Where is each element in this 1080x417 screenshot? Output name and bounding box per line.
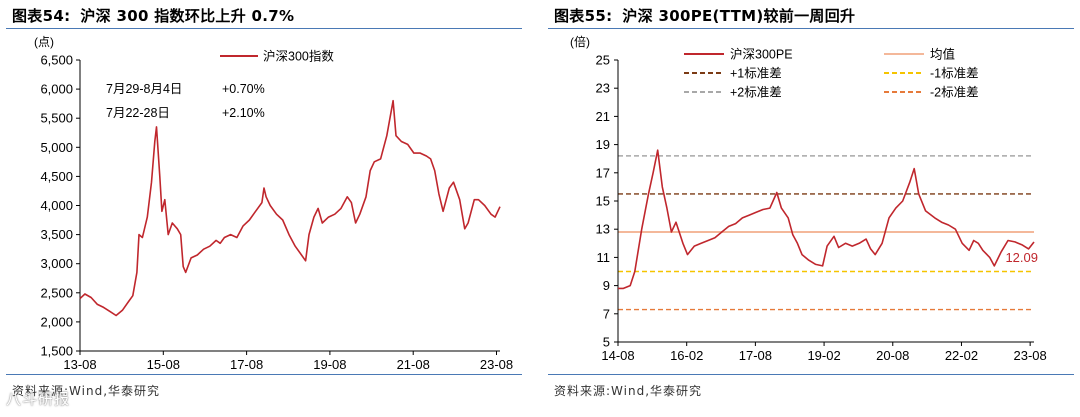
y-tick-label: 11: [597, 250, 611, 265]
y-tick-label: 5,000: [40, 140, 73, 155]
y-tick-label: 6,000: [40, 82, 73, 97]
legend-label: +2标准差: [730, 86, 782, 100]
x-tick-label: 23-08: [1014, 348, 1047, 363]
x-tick-label: 23-08: [480, 357, 513, 372]
y-tick-label: 15: [596, 194, 610, 209]
chart-title-right: 图表55: 沪深 300PE(TTM)较前一周回升: [554, 5, 855, 26]
y-tick-label: 4,500: [40, 169, 73, 184]
y-tick-label: 2,500: [40, 285, 73, 300]
x-tick-label: 21-08: [397, 357, 430, 372]
y-tick-label: 13: [596, 222, 610, 237]
series-line-pe: [618, 149, 1035, 290]
figure-number: 图表54:: [12, 7, 71, 25]
chart-title-left: 图表54: 沪深 300 指数环比上升 0.7%: [12, 5, 294, 26]
x-tick-label: 16-02: [670, 348, 703, 363]
x-tick-label: 19-02: [807, 348, 840, 363]
annotation-change: +0.70%: [222, 82, 265, 96]
legend-label: +1标准差: [730, 67, 782, 81]
x-tick-label: 14-08: [601, 348, 634, 363]
y-tick-label: 17: [596, 165, 610, 180]
legend-label: -1标准差: [930, 67, 979, 81]
y-tick-label: 19: [596, 137, 610, 152]
figure-caption: 沪深 300PE(TTM)较前一周回升: [622, 7, 856, 25]
line-chart-hs300-index: (点) 1,500 2,000 2,500 3,000 3,500 4,000 4,500 5,…: [34, 35, 513, 372]
figure-caption: 沪深 300 指数环比上升 0.7%: [80, 7, 295, 25]
chart-panel-right: 图表55: 沪深 300PE(TTM)较前一周回升 (倍) 5 7 9 11 13 15 17 1…: [542, 0, 1080, 417]
annotation-period: 7月29-8月4日: [106, 82, 182, 96]
x-tick-label: 20-08: [876, 348, 909, 363]
watermark-logo: 八斗研报: [6, 390, 71, 408]
source-note: 资料来源:Wind,华泰研究: [12, 384, 161, 398]
y-tick-label: 2,000: [40, 314, 73, 329]
x-tick-label: 17-08: [739, 348, 772, 363]
legend-label: 均值: [930, 47, 955, 62]
y-tick-label: 25: [596, 53, 610, 68]
chart-panel-left: 图表54: 沪深 300 指数环比上升 0.7% (点) 1,500 2,000 2,5…: [0, 0, 528, 417]
annotation-change: +2.10%: [222, 106, 265, 120]
y-tick-label: 23: [596, 81, 610, 96]
y-tick-label: 4,000: [40, 198, 73, 213]
figure-number: 图表55:: [554, 7, 613, 25]
y-tick-label: 5: [603, 335, 610, 350]
y-axis-label: (点): [34, 35, 54, 49]
y-axis-label: (倍): [570, 34, 590, 49]
x-tick-label: 13-08: [63, 357, 96, 372]
series-line-hs300: [79, 99, 501, 317]
y-tick-label: 7: [603, 306, 610, 321]
y-tick-label: 3,000: [40, 256, 73, 271]
legend-label: -2标准差: [930, 86, 979, 100]
y-tick-label: 1,500: [40, 344, 73, 359]
y-tick-label: 3,500: [40, 227, 73, 242]
y-tick-label: 5,500: [40, 111, 73, 126]
y-tick-label: 6,500: [40, 53, 73, 68]
x-tick-label: 22-02: [945, 348, 978, 363]
legend-label: 沪深300指数: [263, 49, 334, 64]
source-note: 资料来源:Wind,华泰研究: [554, 384, 703, 398]
y-tick-label: 9: [603, 278, 610, 293]
source-divider: [6, 374, 522, 375]
x-tick-label: 19-08: [313, 357, 346, 372]
end-value-label: 12.09: [1005, 250, 1038, 265]
line-chart-hs300-pe: (倍) 5 7 9 11 13 15 17 19 21 23 25 14-08 16-02 17-08 19-…: [570, 34, 1047, 363]
annotation-period: 7月22-28日: [106, 106, 170, 120]
title-divider: [548, 28, 1074, 29]
x-tick-label: 17-08: [230, 357, 263, 372]
x-tick-label: 15-08: [147, 357, 180, 372]
title-divider: [6, 28, 522, 29]
y-tick-label: 21: [596, 109, 610, 124]
source-divider: [548, 374, 1074, 375]
legend-label: 沪深300PE: [730, 48, 793, 62]
